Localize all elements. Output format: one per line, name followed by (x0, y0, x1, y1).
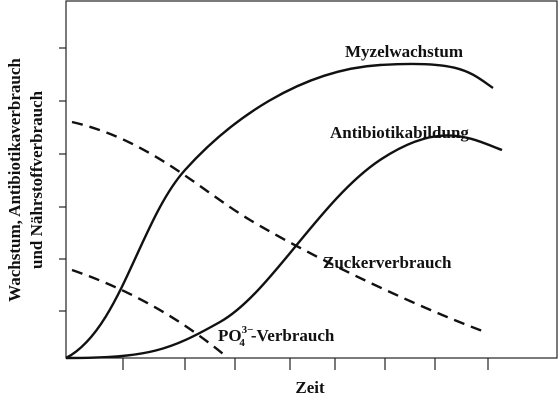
curve-label: Zuckerverbrauch (323, 253, 452, 272)
label-main: PO (218, 326, 242, 345)
x-axis-label: Zeit (295, 378, 325, 397)
plot-frame (65, 0, 558, 359)
label-sup: 3− (242, 324, 254, 336)
y-axis-label: Wachstum, Antibiotikaverbrauch (5, 58, 24, 302)
curve-antibiotika (65, 134, 503, 360)
x-ticks (122, 358, 489, 370)
label-rest: -Verbrauch (251, 326, 335, 345)
curve-zucker (71, 120, 486, 334)
curve-label: Myzelwachstum (345, 42, 463, 61)
curve-po4 (71, 268, 229, 359)
curve-label: PO3− 4 -Verbrauch (218, 324, 335, 349)
label-sub: 4 (239, 337, 245, 349)
y-axis-label: und Nährstoffverbrauch (27, 90, 46, 269)
y-ticks (59, 47, 66, 312)
curve-myzel (65, 62, 494, 360)
curve-label: Antibiotikabildung (330, 123, 469, 142)
